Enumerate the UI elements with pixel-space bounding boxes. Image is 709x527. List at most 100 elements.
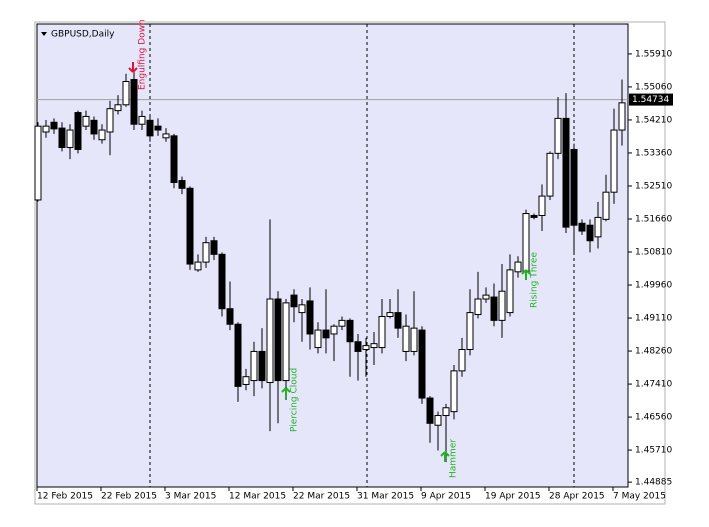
candle-body	[98, 129, 106, 141]
candle-body	[458, 348, 466, 372]
candle-body	[530, 214, 538, 218]
candle-body	[586, 224, 594, 242]
candle-body	[282, 302, 290, 382]
candle-body	[290, 294, 298, 308]
candle-body	[34, 125, 42, 201]
candle-body	[138, 115, 146, 125]
candle-body	[106, 108, 114, 133]
candle-body	[306, 300, 314, 335]
candle-body	[338, 319, 346, 327]
candle-body	[554, 117, 562, 154]
candle-body	[466, 312, 474, 350]
candle-body	[490, 296, 498, 321]
candle-body	[474, 298, 482, 316]
y-tick-label: 1.53360	[635, 148, 672, 158]
chart-title: GBPUSD,Daily	[51, 30, 115, 40]
candle-body	[434, 415, 442, 426]
candle-body	[50, 121, 58, 130]
candle-body	[442, 407, 450, 417]
y-tick-label: 1.49960	[635, 281, 672, 291]
y-tick-label: 1.46560	[635, 413, 672, 423]
candle-body	[226, 308, 234, 325]
candle-body	[578, 222, 586, 232]
pattern-label: Engulfing Down	[138, 19, 148, 90]
candle-body	[402, 325, 410, 352]
candle-body	[42, 125, 50, 133]
pattern-arrow	[281, 387, 291, 398]
candle-body	[218, 253, 226, 310]
candle-body	[594, 216, 602, 238]
x-tick-label: 19 Apr 2015	[485, 492, 541, 502]
candle-body	[610, 129, 618, 193]
candle-body	[546, 152, 554, 197]
current-price-label: 1.54734	[632, 95, 669, 105]
candle-body	[242, 376, 250, 385]
candle-body	[506, 269, 514, 314]
symbol-menu-icon	[41, 32, 47, 36]
y-tick-label: 1.52510	[635, 181, 672, 191]
candle-body	[322, 329, 330, 339]
x-tick-label: 12 Mar 2015	[229, 492, 286, 502]
candle-body	[394, 312, 402, 329]
candle-body	[274, 298, 282, 382]
x-tick-label: 31 Mar 2015	[357, 492, 414, 502]
y-tick-label: 1.54210	[635, 115, 672, 125]
candle-body	[346, 319, 354, 343]
candle-body	[386, 312, 394, 317]
candle-body	[82, 115, 90, 127]
candle-body	[514, 261, 522, 273]
candle-body	[354, 341, 362, 352]
candle-body	[602, 191, 610, 220]
candle-body	[66, 129, 74, 149]
y-tick-label: 1.44885	[635, 478, 672, 488]
x-tick-label: 7 May 2015	[613, 492, 666, 502]
candle-body	[186, 187, 194, 265]
candle-body	[210, 240, 218, 255]
y-tick-label: 1.55060	[635, 82, 672, 92]
candle-body	[194, 261, 202, 271]
candle-body	[178, 180, 186, 189]
candle-body	[370, 343, 378, 349]
candle-body	[378, 315, 386, 349]
candle-body	[90, 119, 98, 135]
candle-body	[538, 195, 546, 216]
candle-body	[298, 304, 306, 314]
candle-body	[522, 213, 530, 273]
y-tick-label: 1.49110	[635, 314, 672, 324]
pattern-arrow	[440, 451, 450, 462]
candle-body	[130, 79, 138, 125]
candle-body	[146, 119, 154, 137]
candle-body	[170, 135, 178, 183]
y-tick-label: 1.50810	[635, 248, 672, 258]
pattern-arrow	[521, 269, 531, 280]
candle-body	[122, 80, 130, 106]
pattern-label: Hammer	[449, 439, 459, 478]
candle-body	[234, 323, 242, 387]
x-tick-label: 22 Mar 2015	[293, 492, 350, 502]
candle-body	[154, 125, 162, 131]
candle-body	[362, 345, 370, 350]
candle-body	[330, 325, 338, 335]
candle-body	[314, 329, 322, 349]
candle-body	[426, 397, 434, 424]
pattern-arrow	[128, 62, 138, 73]
current-price-box	[629, 93, 673, 106]
candle-body	[618, 102, 626, 131]
candle-body	[570, 148, 578, 226]
pattern-label: Piercing Cloud	[290, 368, 300, 432]
candle-body	[74, 112, 82, 150]
candle-body	[162, 133, 170, 139]
candle-body	[202, 242, 210, 263]
x-tick-label: 22 Feb 2015	[101, 492, 157, 502]
candle-body	[450, 370, 458, 413]
candle-body	[410, 327, 418, 352]
x-tick-label: 9 Apr 2015	[421, 492, 471, 502]
y-tick-label: 1.55910	[635, 49, 672, 59]
candle-body	[58, 127, 66, 149]
x-tick-label: 3 Mar 2015	[165, 492, 216, 502]
candle-body	[250, 350, 258, 382]
candle-body	[482, 294, 490, 300]
y-tick-label: 1.51660	[635, 214, 672, 224]
y-tick-label: 1.47410	[635, 380, 672, 390]
